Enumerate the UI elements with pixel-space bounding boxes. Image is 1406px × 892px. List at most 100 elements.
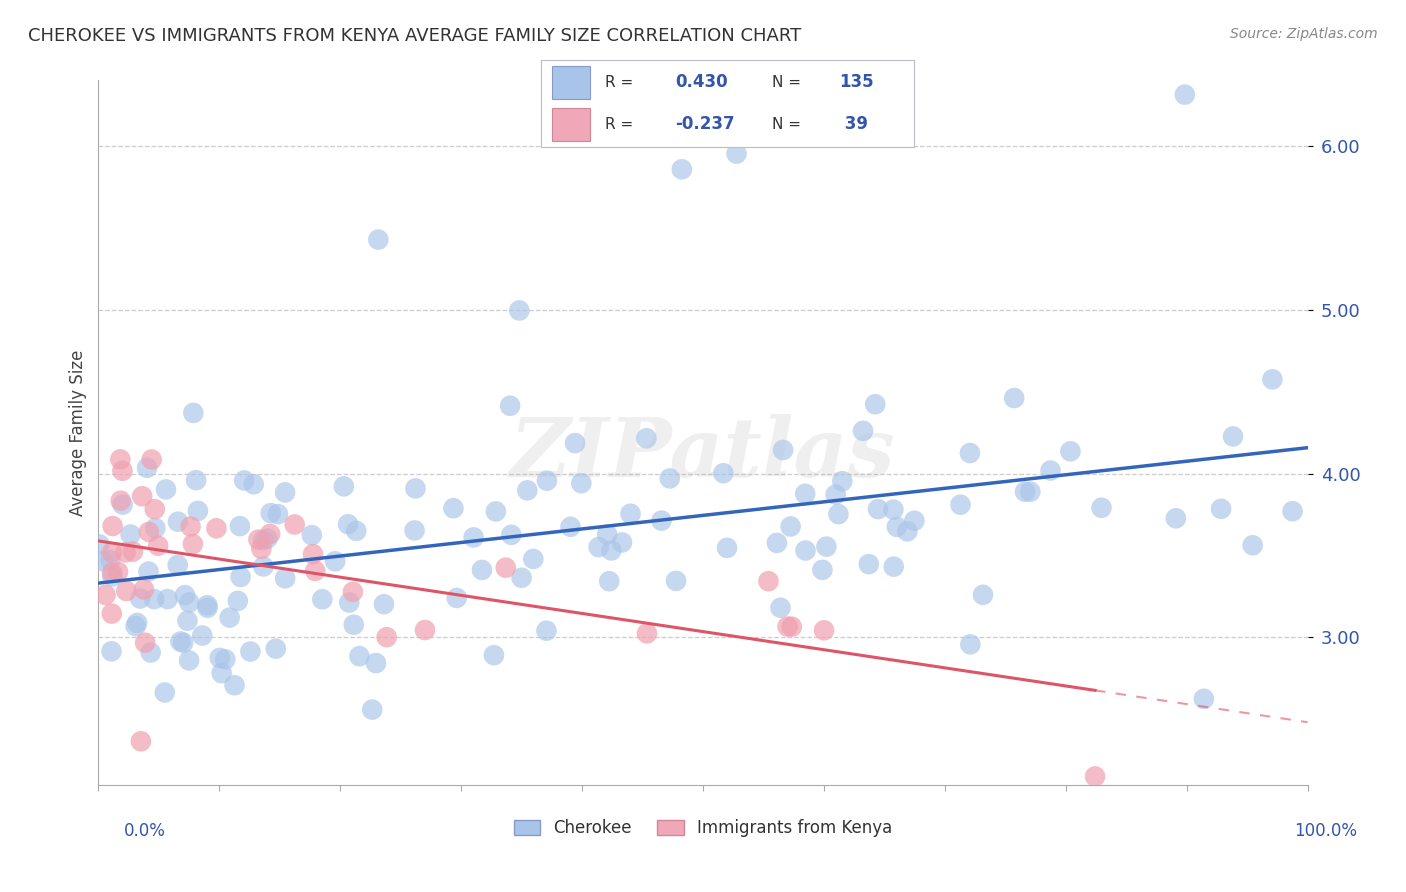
Text: 135: 135	[839, 73, 875, 92]
Point	[863, 397, 886, 411]
Point	[373, 597, 395, 611]
Point	[1164, 511, 1187, 525]
Point	[176, 614, 198, 628]
Point	[882, 502, 904, 516]
Point	[260, 506, 283, 520]
Point	[903, 514, 925, 528]
Point	[180, 519, 202, 533]
Point	[1241, 538, 1264, 552]
Point	[101, 569, 124, 583]
Point	[665, 574, 688, 588]
Point	[758, 574, 780, 589]
Point	[187, 504, 209, 518]
Bar	[553, 66, 589, 99]
Point	[120, 527, 142, 541]
Point	[91, 554, 114, 568]
Point	[134, 636, 156, 650]
Point	[229, 519, 252, 533]
Point	[141, 452, 163, 467]
Point	[218, 610, 240, 624]
Point	[136, 460, 159, 475]
Point	[100, 607, 122, 621]
Point	[596, 527, 619, 541]
Point	[89, 537, 111, 551]
Point	[114, 545, 136, 559]
Point	[264, 641, 287, 656]
Text: ZIPatlas: ZIPatlas	[510, 414, 896, 494]
Point	[115, 584, 138, 599]
Point	[122, 544, 145, 558]
Point	[304, 564, 326, 578]
Point	[153, 685, 176, 699]
Point	[197, 600, 219, 615]
Text: N =: N =	[772, 117, 806, 132]
Point	[508, 303, 530, 318]
Point	[247, 533, 270, 547]
Bar	[553, 108, 589, 141]
Text: N =: N =	[772, 75, 806, 90]
Text: Source: ZipAtlas.com: Source: ZipAtlas.com	[1230, 27, 1378, 41]
Point	[311, 592, 333, 607]
Text: R =: R =	[605, 117, 638, 132]
Point	[949, 498, 972, 512]
Point	[522, 552, 544, 566]
Point	[588, 540, 610, 554]
Y-axis label: Average Family Size: Average Family Size	[69, 350, 87, 516]
Point	[132, 582, 155, 597]
Point	[274, 571, 297, 585]
Point	[560, 520, 582, 534]
Point	[858, 557, 880, 571]
Point	[166, 558, 188, 572]
Text: 39: 39	[839, 115, 869, 134]
Point	[172, 636, 194, 650]
Point	[776, 619, 799, 633]
Point	[361, 703, 384, 717]
Point	[127, 615, 149, 630]
Point	[824, 487, 846, 501]
Point	[959, 637, 981, 651]
Point	[772, 442, 794, 457]
Point	[344, 524, 367, 538]
Point	[1174, 87, 1197, 102]
Point	[100, 553, 122, 567]
Point	[815, 540, 838, 554]
Point	[124, 619, 146, 633]
Point	[1261, 372, 1284, 386]
Point	[485, 504, 508, 518]
Point	[274, 485, 297, 500]
Point	[208, 651, 231, 665]
Point	[569, 476, 592, 491]
Text: R =: R =	[605, 75, 638, 90]
Point	[780, 620, 803, 634]
Point	[343, 617, 366, 632]
Point	[636, 626, 658, 640]
Point	[779, 519, 801, 533]
Point	[167, 515, 190, 529]
Point	[195, 598, 218, 612]
Point	[267, 507, 290, 521]
Point	[600, 543, 623, 558]
Point	[337, 595, 360, 609]
Point	[813, 624, 835, 638]
Point	[233, 474, 256, 488]
Point	[852, 424, 875, 438]
Point	[129, 591, 152, 606]
Point	[794, 543, 817, 558]
Point	[375, 630, 398, 644]
Point	[471, 563, 494, 577]
Point	[831, 474, 853, 488]
Point	[482, 648, 505, 662]
Point	[1084, 769, 1107, 783]
Point	[866, 502, 889, 516]
Point	[883, 559, 905, 574]
Point	[252, 559, 274, 574]
Point	[145, 521, 167, 535]
Point	[364, 656, 387, 670]
Point	[226, 594, 249, 608]
Point	[501, 528, 523, 542]
Point	[650, 514, 672, 528]
Point	[769, 600, 792, 615]
Point	[156, 592, 179, 607]
Text: 0.0%: 0.0%	[124, 822, 166, 840]
Point	[184, 473, 207, 487]
